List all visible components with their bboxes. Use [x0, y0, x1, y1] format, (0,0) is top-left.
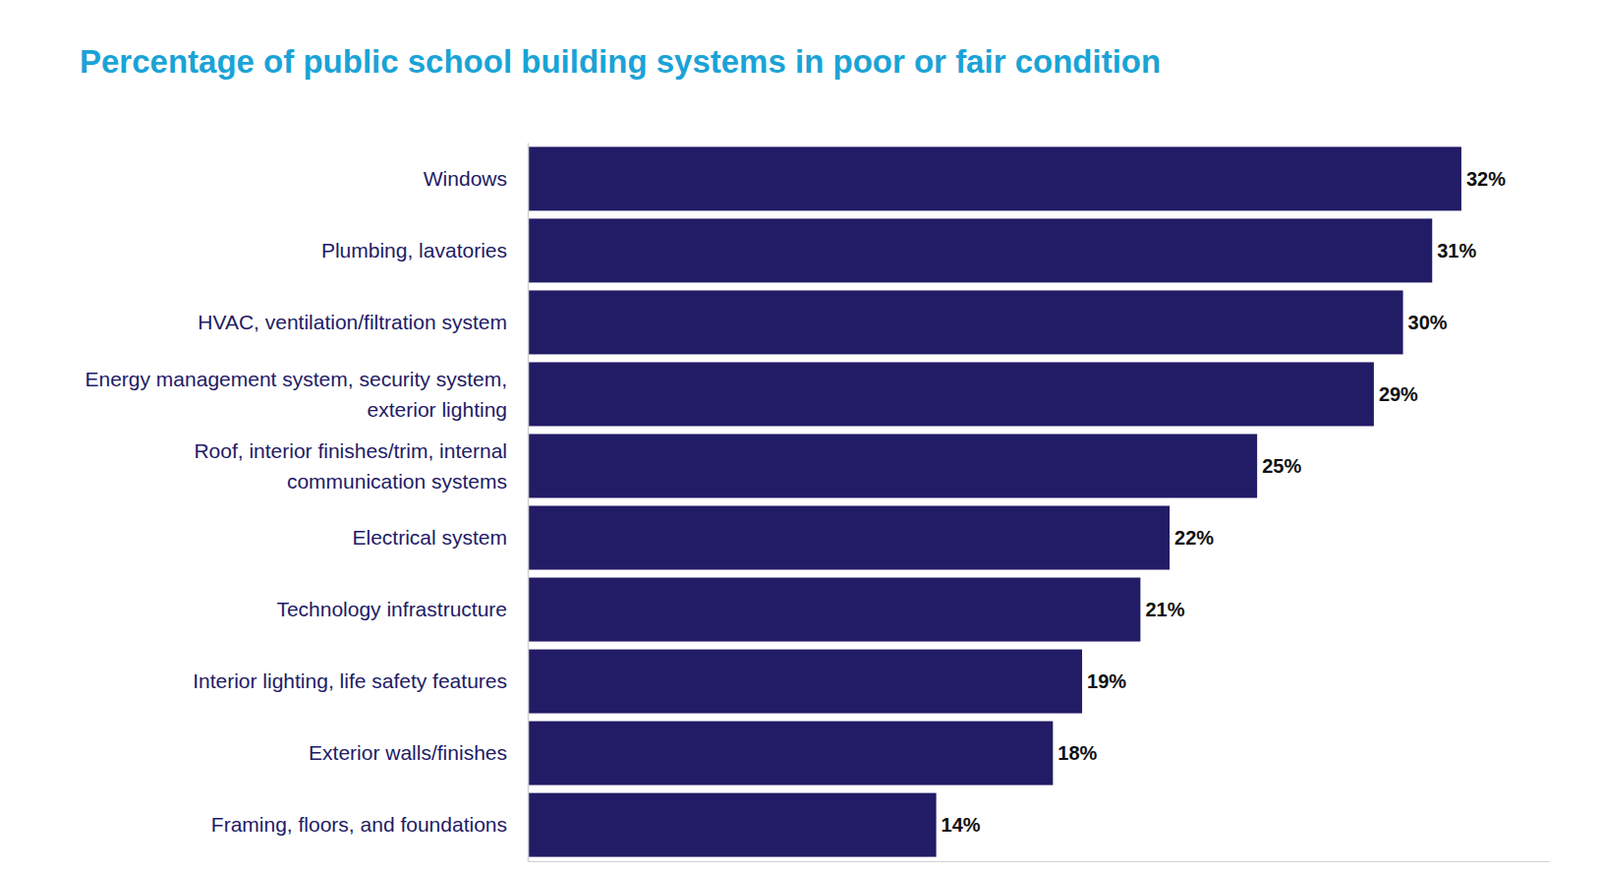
- category-label: Electrical system: [351, 525, 508, 549]
- data-label: 29%: [1378, 383, 1419, 405]
- bar: [527, 218, 1432, 283]
- category-label: Exterior walls/finishes: [308, 741, 508, 764]
- bar: [527, 433, 1258, 498]
- data-label: 18%: [1057, 742, 1097, 764]
- bar: [527, 649, 1083, 714]
- data-label: 19%: [1086, 670, 1127, 692]
- category-label: Energy management system, security syste…: [85, 367, 509, 422]
- data-label: 22%: [1174, 526, 1214, 549]
- bar: [527, 577, 1141, 642]
- axis-line: [528, 860, 1550, 862]
- tick: Windows: [423, 167, 508, 190]
- y-axis: Windows Plumbing, lavatories HVAC, ventila…: [85, 143, 529, 862]
- tick: Exterior walls/finishes: [308, 741, 508, 764]
- category-label: Roof, interior finishes/trim, internalco…: [193, 439, 508, 494]
- category-label: Interior lighting, life safety features: [192, 669, 508, 692]
- title: Percentage of public school building sys…: [79, 43, 1161, 80]
- bar: [527, 146, 1462, 211]
- bars: [527, 146, 1462, 857]
- bar: [527, 361, 1374, 426]
- category-label: Framing, floors, and foundations: [211, 812, 508, 836]
- category-label: Technology infrastructure: [276, 597, 508, 621]
- data-label: 32%: [1466, 168, 1506, 190]
- data-label: 25%: [1261, 455, 1302, 477]
- tick: Energy management system, security syste…: [85, 367, 509, 422]
- tick: HVAC, ventilation/filtration system: [197, 310, 508, 334]
- tick: Interior lighting, life safety features: [192, 669, 508, 692]
- category-label: Windows: [423, 167, 508, 190]
- chart: Percentage of public school building sys…: [0, 0, 1600, 871]
- data-label: 31%: [1436, 239, 1477, 262]
- bar: [527, 289, 1404, 354]
- data-label: 14%: [941, 813, 981, 836]
- tick: Framing, floors, and foundations: [211, 812, 508, 836]
- data-label: 30%: [1408, 311, 1448, 334]
- category-label: HVAC, ventilation/filtration system: [197, 310, 508, 334]
- data-label: 21%: [1144, 598, 1185, 621]
- x-axis: [528, 860, 1550, 862]
- tick: Technology infrastructure: [276, 597, 508, 621]
- tick: Electrical system: [351, 525, 508, 549]
- bar: [527, 721, 1053, 786]
- category-label: Plumbing, lavatories: [321, 238, 508, 262]
- bar: [527, 793, 937, 858]
- data-labels: 32% 31% 30% 29% 25% 22% 21% 19% 18% 14%: [941, 168, 1507, 836]
- tick: Roof, interior finishes/trim, internalco…: [193, 439, 508, 494]
- bar: [527, 506, 1170, 571]
- axis-line: [527, 143, 530, 862]
- tick: Plumbing, lavatories: [321, 238, 508, 262]
